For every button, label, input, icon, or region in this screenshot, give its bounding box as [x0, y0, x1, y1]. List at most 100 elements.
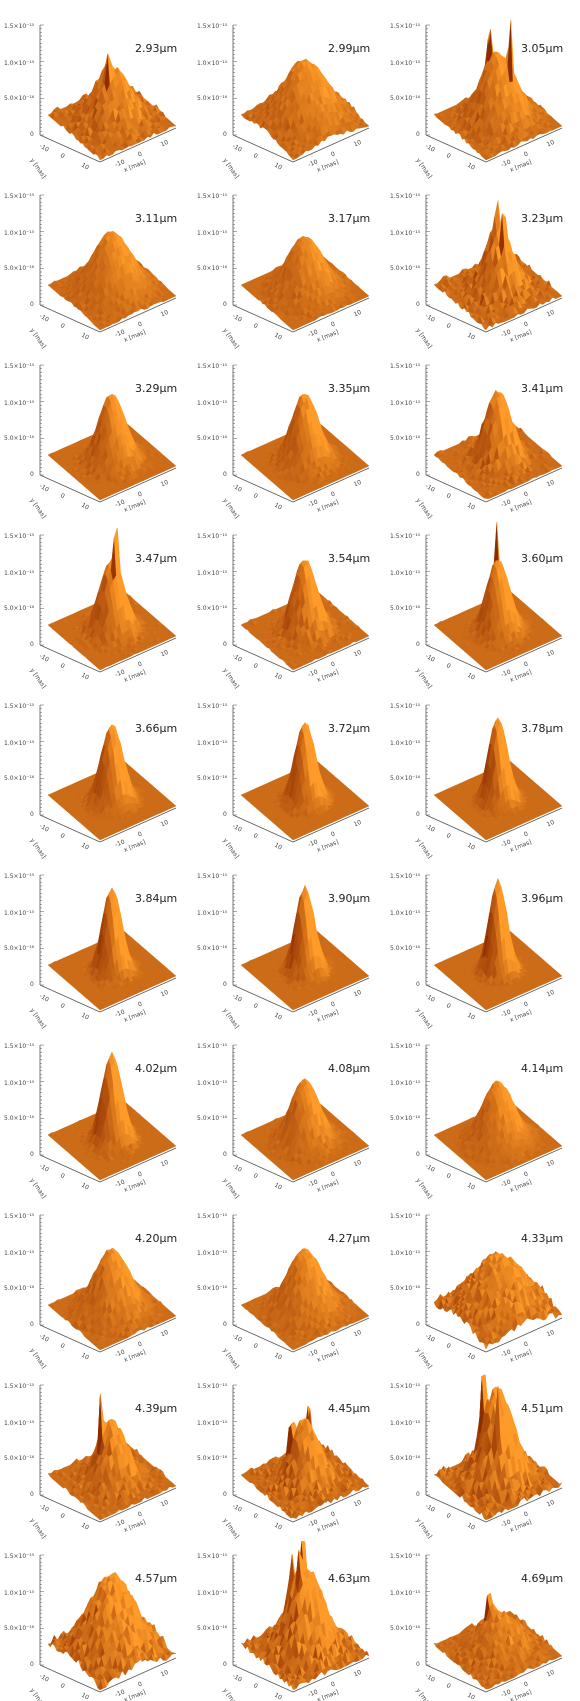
y-tick-label: -10	[38, 483, 50, 494]
y-axis	[425, 304, 487, 333]
y-axis	[232, 474, 294, 503]
x-tick-label: -10	[307, 328, 319, 338]
z-tick-label: 5.0×10⁻¹⁶	[4, 95, 35, 103]
surface-facet	[556, 123, 563, 128]
surface-panel: 0 5.0×10⁻¹⁶ 1.0×10⁻¹⁵ 1.5×10⁻¹⁵ 2.93μm -10 0 10…	[0, 0, 193, 180]
y-tick-label: -10	[231, 143, 243, 154]
x-tick-label: 10	[160, 479, 170, 488]
surface-facet	[363, 123, 370, 128]
z-tick-label: 5.0×10⁻¹⁶	[4, 265, 35, 273]
x-axis	[292, 297, 370, 333]
surface-panel: 0 5.0×10⁻¹⁶ 1.0×10⁻¹⁵ 1.5×10⁻¹⁵ 3.05μm -10 0 10…	[386, 0, 579, 180]
surface-panel: 0 5.0×10⁻¹⁶ 1.0×10⁻¹⁵ 1.5×10⁻¹⁵ 2.99μm -10 0 10…	[193, 0, 386, 180]
y-tick-label: 0	[59, 322, 66, 330]
z-tick-label: 0	[223, 471, 227, 478]
z-tick-label: 0	[223, 131, 227, 138]
y-axis	[39, 304, 101, 333]
y-tick-label: 10	[273, 332, 283, 342]
z-tick-label: 5.0×10⁻¹⁶	[4, 435, 35, 443]
x-tick-label: -10	[114, 158, 126, 168]
z-tick-label: 1.0×10⁻¹⁵	[197, 399, 228, 407]
wavelength-label: 2.99μm	[328, 42, 371, 55]
z-tick-label: 0	[416, 131, 420, 138]
z-tick-label: 1.0×10⁻¹⁵	[4, 399, 35, 407]
x-tick-label: 0	[330, 491, 336, 499]
y-tick-label: 10	[80, 502, 90, 512]
surface-facet	[170, 463, 177, 468]
x-tick-label: -10	[500, 328, 512, 338]
y-tick-label: 0	[252, 322, 259, 330]
x-tick-label: 0	[137, 151, 143, 159]
x-tick-label: 10	[546, 139, 556, 148]
wavelength-label: 3.17μm	[328, 212, 371, 225]
y-tick-label: 10	[466, 162, 476, 172]
z-tick-label: 0	[30, 301, 34, 308]
wavelength-label: 2.93μm	[135, 42, 178, 55]
x-tick-label: 0	[523, 151, 529, 159]
z-tick-label: 1.0×10⁻¹⁵	[390, 59, 421, 67]
z-tick-label: 1.0×10⁻¹⁵	[197, 229, 228, 237]
x-axis	[292, 127, 370, 163]
z-tick-label: 1.5×10⁻¹⁵	[4, 363, 35, 370]
surface-panel: 0 5.0×10⁻¹⁶ 1.0×10⁻¹⁵ 1.5×10⁻¹⁵ 3.11μm -10 0 10…	[0, 170, 193, 350]
x-tick-label: -10	[500, 158, 512, 168]
x-tick-label: -10	[114, 498, 126, 508]
z-tick-label: 5.0×10⁻¹⁶	[197, 435, 228, 443]
y-tick-label: 0	[59, 492, 66, 500]
x-tick-label: 10	[353, 139, 363, 148]
x-tick-label: 0	[523, 321, 529, 329]
x-tick-label: 0	[137, 491, 143, 499]
x-axis	[485, 297, 563, 333]
z-tick-label: 0	[30, 471, 34, 478]
surface-panel: 0 5.0×10⁻¹⁶ 1.0×10⁻¹⁵ 1.5×10⁻¹⁵ 3.29μm -10 0 10…	[0, 340, 193, 520]
surface-facet	[556, 293, 563, 298]
y-tick-label: 0	[445, 322, 452, 330]
x-axis	[485, 127, 563, 163]
z-tick-label: 1.5×10⁻¹⁵	[390, 193, 421, 200]
z-tick-label: 1.0×10⁻¹⁵	[4, 59, 35, 67]
z-tick-label: 1.5×10⁻¹⁵	[197, 23, 228, 30]
z-tick-label: 1.5×10⁻¹⁵	[390, 23, 421, 30]
z-tick-label: 0	[416, 301, 420, 308]
surface-panel: 0 5.0×10⁻¹⁶ 1.0×10⁻¹⁵ 1.5×10⁻¹⁵ 3.35μm -10 0 10…	[193, 340, 386, 520]
x-tick-label: 10	[546, 309, 556, 318]
x-tick-label: -10	[307, 158, 319, 168]
x-tick-label: 10	[353, 309, 363, 318]
y-tick-label: -10	[38, 143, 50, 154]
y-tick-label: -10	[231, 483, 243, 494]
wavelength-label: 3.35μm	[328, 382, 371, 395]
z-tick-label: 1.0×10⁻¹⁵	[390, 229, 421, 237]
z-tick-label: 5.0×10⁻¹⁶	[197, 265, 228, 273]
z-tick-label: 5.0×10⁻¹⁶	[390, 265, 421, 273]
x-tick-label: -10	[307, 498, 319, 508]
y-axis	[232, 304, 294, 333]
x-tick-label: -10	[114, 328, 126, 338]
x-axis	[99, 467, 177, 503]
y-tick-label: -10	[424, 313, 436, 324]
y-axis	[39, 134, 101, 163]
surface-panel: 0 5.0×10⁻¹⁶ 1.0×10⁻¹⁵ 1.5×10⁻¹⁵ 3.23μm -10 0 10…	[386, 170, 579, 350]
surface-facet	[170, 293, 177, 298]
z-tick-label: 1.5×10⁻¹⁵	[4, 193, 35, 200]
x-tick-label: 10	[353, 479, 363, 488]
x-axis	[99, 297, 177, 333]
z-tick-label: 1.5×10⁻¹⁵	[197, 193, 228, 200]
surface-facet	[170, 123, 177, 127]
z-tick-label: 1.5×10⁻¹⁵	[197, 363, 228, 370]
z-tick-label: 1.5×10⁻¹⁵	[4, 23, 35, 30]
z-tick-label: 0	[30, 131, 34, 138]
y-tick-label: 10	[80, 162, 90, 172]
wavelength-label: 3.11μm	[135, 212, 178, 225]
x-tick-label: 10	[160, 309, 170, 318]
y-tick-label: 10	[80, 332, 90, 342]
z-tick-label: 1.0×10⁻¹⁵	[197, 59, 228, 67]
y-tick-label: 10	[273, 502, 283, 512]
wavelength-label: 3.29μm	[135, 382, 178, 395]
x-axis	[292, 467, 370, 503]
surface-panel: 0 5.0×10⁻¹⁶ 1.0×10⁻¹⁵ 1.5×10⁻¹⁵ 3.17μm -10 0 10…	[193, 170, 386, 350]
